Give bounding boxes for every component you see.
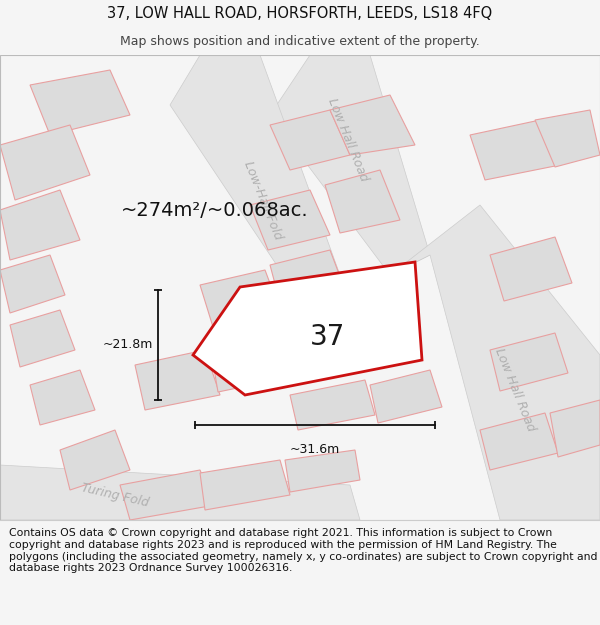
- Polygon shape: [135, 350, 220, 410]
- Text: Low Hall Road: Low Hall Road: [493, 346, 538, 434]
- Polygon shape: [30, 70, 130, 135]
- Polygon shape: [270, 55, 430, 275]
- Polygon shape: [480, 413, 558, 470]
- Text: ~21.8m: ~21.8m: [103, 339, 153, 351]
- Polygon shape: [270, 110, 350, 170]
- Polygon shape: [470, 120, 560, 180]
- Polygon shape: [270, 250, 347, 310]
- Polygon shape: [550, 400, 600, 457]
- Polygon shape: [325, 170, 400, 233]
- Text: Map shows position and indicative extent of the property.: Map shows position and indicative extent…: [120, 35, 480, 48]
- Text: Contains OS data © Crown copyright and database right 2021. This information is : Contains OS data © Crown copyright and d…: [9, 528, 598, 573]
- Polygon shape: [390, 205, 600, 520]
- Polygon shape: [290, 380, 375, 430]
- Polygon shape: [170, 55, 340, 300]
- Polygon shape: [0, 125, 90, 200]
- Polygon shape: [10, 310, 75, 367]
- Text: 37: 37: [310, 322, 346, 351]
- Polygon shape: [210, 330, 300, 392]
- Polygon shape: [330, 95, 415, 155]
- Polygon shape: [0, 465, 360, 520]
- Polygon shape: [285, 450, 360, 492]
- Polygon shape: [0, 255, 65, 313]
- Text: Low-Hall Fold: Low-Hall Fold: [241, 159, 284, 241]
- Polygon shape: [200, 460, 290, 510]
- Polygon shape: [60, 430, 130, 490]
- Polygon shape: [535, 110, 600, 167]
- Polygon shape: [250, 190, 330, 250]
- Polygon shape: [0, 190, 80, 260]
- Polygon shape: [490, 333, 568, 391]
- Text: 37, LOW HALL ROAD, HORSFORTH, LEEDS, LS18 4FQ: 37, LOW HALL ROAD, HORSFORTH, LEEDS, LS1…: [107, 6, 493, 21]
- Polygon shape: [370, 370, 442, 423]
- Text: ~31.6m: ~31.6m: [290, 443, 340, 456]
- Text: ~274m²/~0.068ac.: ~274m²/~0.068ac.: [121, 201, 309, 219]
- Polygon shape: [490, 237, 572, 301]
- Text: Turing Fold: Turing Fold: [80, 481, 150, 509]
- Text: Low Hall Road: Low Hall Road: [325, 96, 371, 184]
- Polygon shape: [200, 270, 280, 327]
- Polygon shape: [30, 370, 95, 425]
- Polygon shape: [120, 470, 215, 520]
- Polygon shape: [193, 262, 422, 395]
